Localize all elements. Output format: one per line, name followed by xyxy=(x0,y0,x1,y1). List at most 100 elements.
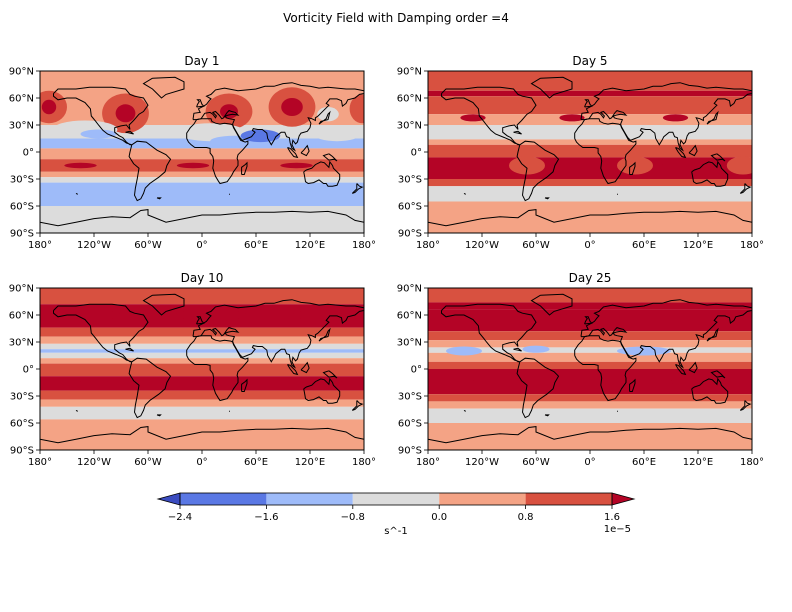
contour-band xyxy=(428,288,752,303)
x-tick-label: 120°W xyxy=(465,240,499,251)
contour-feature xyxy=(313,126,361,142)
panel-title: Day 25 xyxy=(569,271,612,285)
x-tick-label: 180° xyxy=(352,457,376,468)
contour-feature xyxy=(80,129,117,139)
colorbar: −2.4 −1.6 −0.8 0.0 0.8 1.6 s^-1 1e−5 xyxy=(156,492,636,537)
x-tick-label: 120°E xyxy=(683,240,713,251)
x-tick-label: 120°W xyxy=(77,457,111,468)
coastline xyxy=(241,378,248,392)
x-tick-label: 60°W xyxy=(522,240,550,251)
coastline xyxy=(706,110,719,125)
contour-band xyxy=(428,139,752,145)
coastline xyxy=(516,140,560,202)
y-tick-label: 30°S xyxy=(398,392,422,403)
contour-feature xyxy=(534,377,574,388)
x-tick-label: 180° xyxy=(416,240,440,251)
coastline xyxy=(196,316,205,325)
contour-feature xyxy=(115,104,136,123)
colorbar-tick-label: −0.8 xyxy=(341,512,365,523)
contour-band xyxy=(428,401,752,409)
x-tick-label: 120°W xyxy=(465,457,499,468)
y-tick-label: 60°S xyxy=(10,419,34,430)
contour-band xyxy=(428,201,752,233)
coastline xyxy=(287,364,299,376)
y-axis: 90°N 60°N 30°N 0° 30°S 60°S 90°S xyxy=(9,67,40,240)
coastline xyxy=(318,327,331,342)
contour-feature xyxy=(522,345,550,353)
colorbar-tick-label: −1.6 xyxy=(254,512,278,523)
x-tick-label: 60°W xyxy=(134,457,162,468)
contour-feature xyxy=(240,129,281,143)
coastline xyxy=(351,400,364,411)
coastline xyxy=(40,209,364,227)
contour-band xyxy=(40,138,364,149)
colorbar-tick-label: 1.6 xyxy=(604,512,620,523)
coastline xyxy=(574,335,637,402)
x-tick-label: 180° xyxy=(352,240,376,251)
y-tick-label: 0° xyxy=(411,148,422,159)
x-tick-label: 60°E xyxy=(632,457,656,468)
contour-feature xyxy=(281,98,303,116)
coastline xyxy=(463,409,467,412)
colorbar-bin xyxy=(352,493,440,505)
contour-feature xyxy=(79,378,109,387)
coastline xyxy=(513,130,522,135)
coastline xyxy=(318,110,331,125)
y-tick-label: 30°N xyxy=(397,121,422,132)
contour-feature xyxy=(313,378,343,387)
coastline xyxy=(142,76,185,99)
coastline xyxy=(192,82,364,152)
colorbar-tick-label: 0.8 xyxy=(518,512,534,523)
panel-day-5: Day 5 180° 120°W 60°W 0° 60°E 120°E 180° 90°N 6… xyxy=(397,54,764,251)
contour-band xyxy=(40,363,364,377)
coastline xyxy=(629,378,636,392)
y-tick-label: 90°S xyxy=(10,446,34,457)
contour-feature xyxy=(662,114,689,122)
coastline xyxy=(322,370,338,379)
x-tick-label: 60°W xyxy=(522,457,550,468)
colorbar-ticks: −2.4 −1.6 −0.8 0.0 0.8 1.6 xyxy=(168,505,620,523)
coastline xyxy=(544,414,550,417)
y-tick-label: 60°N xyxy=(397,94,422,105)
contour-band xyxy=(428,125,752,140)
contour-feature xyxy=(633,377,673,388)
coastline xyxy=(530,76,573,99)
contour-band xyxy=(428,369,752,395)
coastline xyxy=(192,299,364,369)
contour-band xyxy=(40,349,364,353)
coastline-layer xyxy=(40,76,364,227)
contour-feature xyxy=(349,94,364,124)
y-tick-label: 30°S xyxy=(10,392,34,403)
y-tick-label: 30°S xyxy=(10,175,34,186)
contour-feature xyxy=(280,162,313,169)
coastline xyxy=(156,197,162,200)
contour-band xyxy=(428,186,752,202)
colorbar-bin xyxy=(439,493,526,505)
coastline xyxy=(186,335,249,402)
colorbar-bin xyxy=(266,493,353,505)
contour-feature xyxy=(41,99,57,115)
coastline xyxy=(688,144,698,157)
y-tick-label: 90°S xyxy=(398,446,422,457)
contour-band xyxy=(428,361,752,369)
contour-band xyxy=(40,419,364,450)
coastline xyxy=(428,426,752,444)
coastline-layer xyxy=(428,76,752,227)
coastline xyxy=(142,293,185,316)
coastline xyxy=(303,160,341,187)
colorbar-tick-label: 0.0 xyxy=(431,512,447,523)
coastline xyxy=(513,347,522,352)
y-tick-label: 90°N xyxy=(397,67,422,78)
coastline xyxy=(441,86,537,146)
y-tick-label: 90°S xyxy=(398,229,422,240)
y-tick-label: 60°S xyxy=(398,202,422,213)
contour-feature xyxy=(175,309,247,321)
y-tick-label: 60°S xyxy=(398,419,422,430)
y-tick-label: 0° xyxy=(23,148,34,159)
colorbar-extend-high xyxy=(611,492,636,506)
contour-layer xyxy=(40,71,364,233)
contour-band xyxy=(428,71,752,91)
contour-feature xyxy=(205,378,235,387)
y-axis: 90°N 60°N 30°N 0° 30°S 60°S 90°S xyxy=(9,284,40,457)
coastline-layer xyxy=(40,293,364,444)
